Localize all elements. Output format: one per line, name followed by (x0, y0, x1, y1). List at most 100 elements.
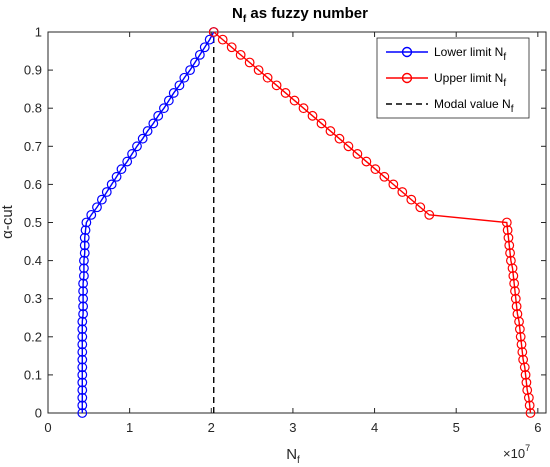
data-point (516, 339, 527, 350)
data-point (174, 80, 185, 91)
y-tick-label: 0 (35, 406, 42, 421)
data-point (253, 65, 264, 75)
y-tick-label: 0.4 (24, 253, 42, 268)
data-point (424, 209, 435, 220)
x-axis-multiplier: ×107 (503, 443, 530, 461)
data-point (79, 240, 90, 251)
data-point (204, 34, 215, 45)
data-point (525, 408, 536, 418)
data-point (106, 179, 117, 190)
legend-entry-lower: Lower limit Nf (386, 45, 506, 63)
x-tick-label: 2 (208, 420, 215, 435)
y-tick-label: 0.2 (24, 329, 42, 344)
data-point (79, 232, 90, 243)
data-point (397, 187, 408, 197)
data-point (508, 270, 519, 281)
data-point (78, 278, 88, 289)
data-point (116, 164, 127, 175)
data-point (370, 164, 381, 175)
data-point (262, 72, 273, 83)
data-point (127, 149, 137, 159)
data-point (137, 133, 148, 144)
data-point (510, 293, 521, 304)
legend-label-modal: Modal value Nf (434, 97, 514, 115)
data-point (514, 324, 525, 335)
y-tick-label: 0.3 (24, 291, 42, 306)
data-point (153, 110, 164, 121)
data-point (194, 49, 205, 60)
data-point (503, 232, 514, 243)
data-point (199, 42, 210, 53)
data-point (77, 385, 88, 396)
data-point (506, 255, 516, 266)
data-point (79, 248, 90, 258)
data-series (77, 27, 536, 418)
data-point (168, 88, 179, 98)
data-point (523, 392, 534, 403)
data-point (524, 400, 535, 411)
y-tick-label: 0.1 (24, 367, 42, 382)
data-point (77, 370, 88, 380)
y-tick-label: 0.9 (24, 63, 42, 78)
data-point (78, 286, 88, 296)
data-point (379, 171, 390, 182)
data-point (244, 57, 255, 68)
data-point (280, 88, 291, 98)
legend-label-lower: Lower limit Nf (434, 45, 506, 63)
data-point (517, 347, 528, 357)
data-point (122, 156, 133, 167)
data-point (79, 270, 89, 281)
data-point (78, 301, 88, 312)
y-tick-label: 0.5 (24, 215, 42, 230)
data-point (406, 194, 417, 205)
y-tick-label: 0.6 (24, 177, 42, 192)
data-point (92, 202, 102, 213)
data-point (132, 141, 142, 152)
data-point (77, 408, 88, 418)
x-tick-label: 3 (289, 420, 296, 435)
data-point (81, 217, 92, 228)
data-point (520, 370, 531, 380)
data-point (148, 118, 159, 129)
data-point (226, 42, 237, 53)
x-tick-label: 1 (126, 420, 133, 435)
data-point (361, 156, 372, 167)
data-point (271, 80, 282, 91)
data-point (208, 27, 219, 37)
x-tick-label: 0 (44, 420, 51, 435)
data-point (519, 362, 530, 373)
data-point (77, 347, 88, 357)
data-point (235, 49, 246, 60)
data-point (77, 400, 88, 411)
data-point (504, 240, 515, 251)
data-point (515, 331, 526, 342)
data-point (79, 263, 89, 274)
data-point (501, 217, 512, 228)
data-point (77, 377, 88, 388)
data-point (415, 202, 426, 213)
data-point (179, 72, 190, 83)
data-point (343, 141, 354, 152)
data-point (521, 377, 532, 388)
x-tick-label: 6 (534, 420, 541, 435)
data-point (77, 392, 88, 403)
data-point (101, 187, 112, 197)
legend-entry-modal: Modal value Nf (386, 97, 514, 115)
data-point (514, 316, 524, 327)
data-point (510, 286, 520, 296)
legend-marker-lower (401, 46, 413, 58)
data-point (163, 95, 174, 106)
data-point (77, 339, 88, 350)
data-point (289, 95, 300, 106)
data-point (77, 316, 88, 327)
data-point (325, 126, 336, 136)
y-axis-label: α-cut (0, 204, 16, 239)
y-tick-label: 1 (35, 25, 42, 40)
data-point (307, 110, 318, 121)
x-axis-label: Nf (286, 446, 300, 466)
data-point (217, 34, 228, 45)
data-point (77, 354, 88, 365)
data-point (79, 255, 89, 266)
data-point (77, 331, 88, 342)
